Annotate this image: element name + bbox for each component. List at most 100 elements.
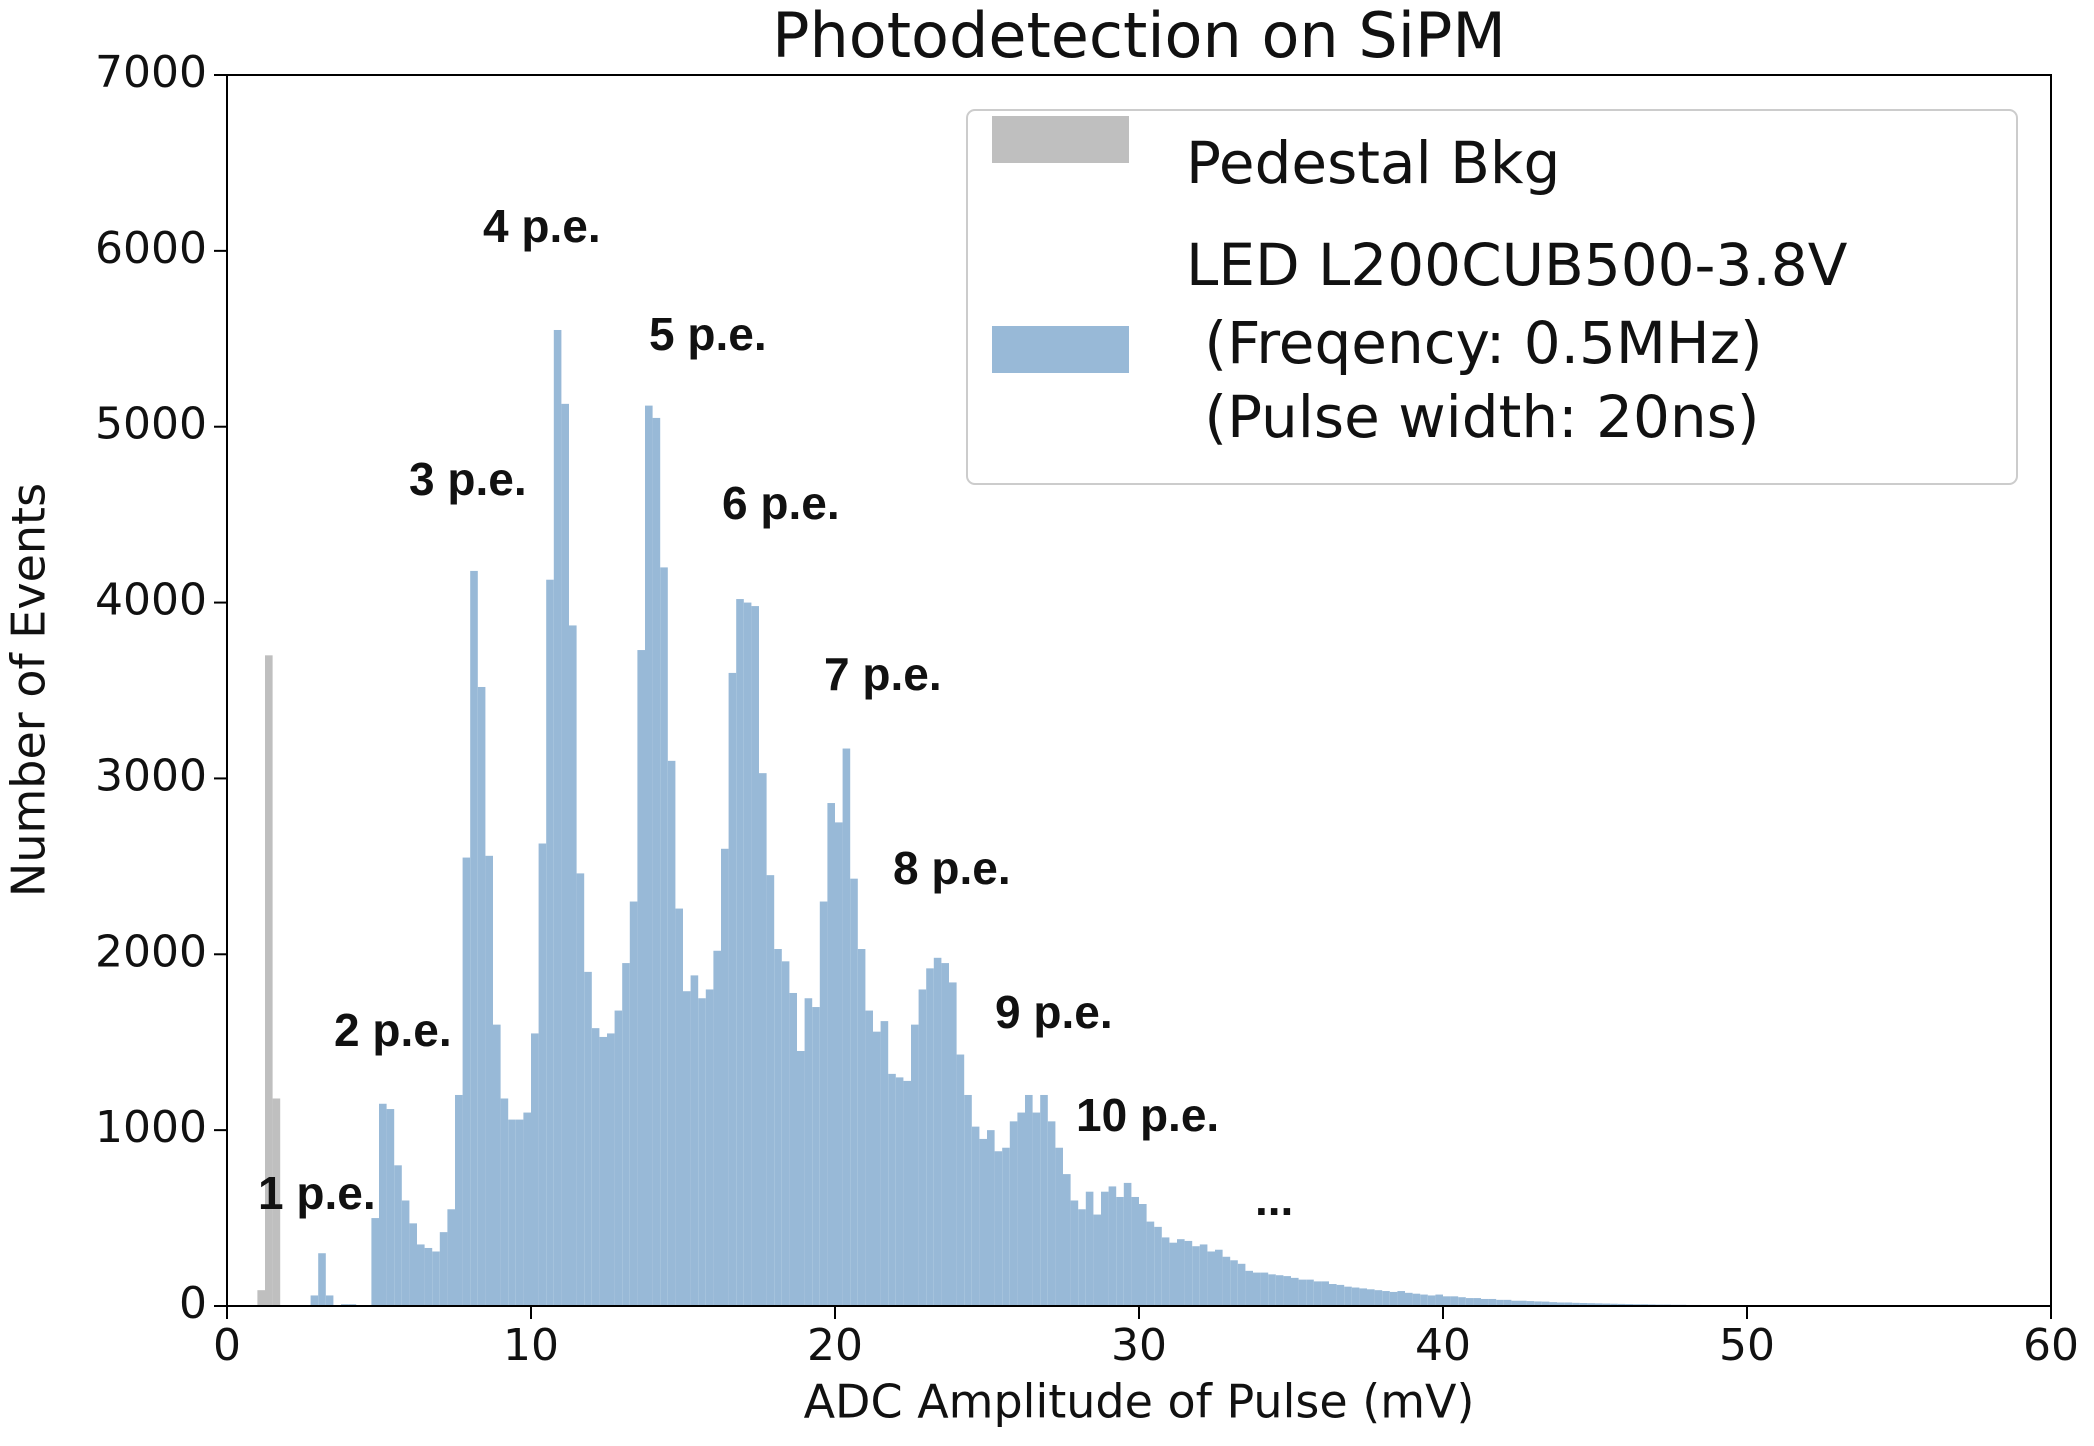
peak-annotation: 4 p.e.	[483, 200, 601, 252]
peak-annotation: 9 p.e.	[995, 986, 1113, 1038]
histogram-bar	[629, 901, 638, 1306]
histogram-bar	[743, 602, 752, 1306]
histogram-bar	[987, 1130, 995, 1306]
histogram-bar	[1268, 1274, 1276, 1306]
histogram-bar	[1123, 1182, 1132, 1306]
histogram-bar	[1336, 1284, 1345, 1306]
histogram-bar	[1435, 1294, 1443, 1306]
histogram-bar	[1511, 1300, 1519, 1306]
y-tick-label: 5000	[95, 399, 207, 450]
y-tick-label: 7000	[95, 47, 207, 98]
histogram-bar	[918, 989, 927, 1306]
histogram-bar	[1025, 1094, 1033, 1306]
histogram-bar	[751, 606, 759, 1306]
histogram-bar	[477, 686, 486, 1306]
histogram-bar	[903, 1080, 911, 1306]
histogram-bar	[1078, 1209, 1086, 1306]
histogram-bar	[1481, 1298, 1489, 1306]
histogram-bar	[690, 975, 699, 1306]
histogram-bar	[447, 1209, 455, 1306]
y-tick-label: 3000	[95, 750, 207, 801]
histogram-bar	[842, 748, 851, 1306]
histogram-bar	[1184, 1240, 1193, 1306]
histogram-bar	[591, 1028, 600, 1306]
histogram-bar	[1298, 1279, 1307, 1306]
histogram-bar	[1458, 1297, 1466, 1306]
histogram-bar	[1283, 1276, 1291, 1306]
histogram-bar	[759, 773, 767, 1306]
histogram-bar	[1253, 1272, 1261, 1306]
histogram-bar	[614, 1010, 623, 1306]
histogram-bar	[1009, 1121, 1018, 1306]
legend-label-line: (Freqency: 0.5MHz)	[1186, 309, 1763, 377]
histogram-bar	[1055, 1147, 1063, 1306]
histogram-bar	[850, 878, 858, 1306]
histogram-bar	[933, 957, 942, 1306]
histogram-bar	[721, 848, 729, 1306]
histogram-bar	[1488, 1298, 1497, 1306]
peak-annotation: 5 p.e.	[649, 308, 767, 360]
histogram-bar	[1215, 1249, 1223, 1306]
chart-title: Photodetection on SiPM	[772, 0, 1506, 72]
histogram-bar	[257, 1290, 265, 1306]
histogram-bar	[576, 873, 585, 1306]
histogram-bar	[667, 760, 676, 1306]
histogram-bar	[1420, 1294, 1428, 1306]
y-tick-label: 6000	[95, 223, 207, 274]
legend-label-line: LED L200CUB500-3.8V	[1186, 231, 1848, 299]
x-axis-label: ADC Amplitude of Pulse (mV)	[804, 1375, 1475, 1429]
histogram-bar	[705, 989, 714, 1306]
histogram-bar	[781, 961, 790, 1306]
histogram-bar	[1549, 1302, 1557, 1306]
histogram-bar	[1587, 1303, 1595, 1306]
histogram-bar	[1412, 1293, 1421, 1306]
histogram-bar	[926, 968, 934, 1306]
histogram-bar	[774, 949, 782, 1306]
histogram-bar	[804, 998, 813, 1306]
histogram-bar	[1389, 1291, 1398, 1306]
histogram-bar	[766, 875, 775, 1306]
histogram-bar	[1154, 1226, 1162, 1306]
histogram-bar	[607, 1033, 615, 1306]
histogram-bar	[728, 672, 737, 1306]
histogram-bar	[424, 1247, 433, 1306]
histogram-bar	[857, 949, 866, 1306]
histogram-bar	[553, 329, 562, 1306]
histogram-bar	[538, 843, 547, 1306]
histogram-bar	[736, 599, 744, 1306]
histogram-bar	[508, 1119, 516, 1306]
histogram-bar	[1351, 1287, 1360, 1306]
histogram-bar	[1047, 1121, 1056, 1306]
histogram-bar	[432, 1251, 440, 1306]
histogram-bar	[462, 857, 471, 1306]
histogram-bar	[569, 625, 577, 1306]
histogram-bar	[660, 567, 668, 1306]
histogram-bar	[911, 1024, 919, 1306]
histogram-bar	[1526, 1301, 1535, 1306]
histogram-bar	[310, 1295, 319, 1306]
histogram-bar	[1496, 1299, 1504, 1306]
histogram-bar	[888, 1073, 896, 1306]
histogram-bar	[1557, 1302, 1565, 1306]
histogram-bar	[599, 1036, 607, 1306]
histogram-bar	[1093, 1214, 1101, 1306]
histogram-bar	[675, 908, 683, 1306]
histogram-bar	[1192, 1246, 1200, 1306]
histogram-bar	[1359, 1288, 1367, 1306]
histogram-bar	[797, 1051, 805, 1306]
legend-box	[966, 109, 2018, 485]
histogram-bar	[1519, 1300, 1527, 1306]
histogram-bar	[964, 1094, 972, 1306]
histogram-bar	[1161, 1237, 1170, 1306]
x-tick-label: 30	[1111, 1320, 1167, 1371]
histogram-bar	[584, 971, 592, 1306]
histogram-bar	[1070, 1200, 1079, 1306]
legend-label: LED L200CUB500-3.8V (Freqency: 0.5MHz) (…	[1186, 231, 1848, 451]
histogram-bar	[1541, 1301, 1550, 1306]
histogram-bar	[1572, 1302, 1580, 1306]
histogram-bar	[1207, 1251, 1215, 1306]
histogram-bar	[1473, 1298, 1481, 1306]
histogram-bar	[1237, 1263, 1246, 1306]
histogram-bar	[1450, 1296, 1459, 1306]
